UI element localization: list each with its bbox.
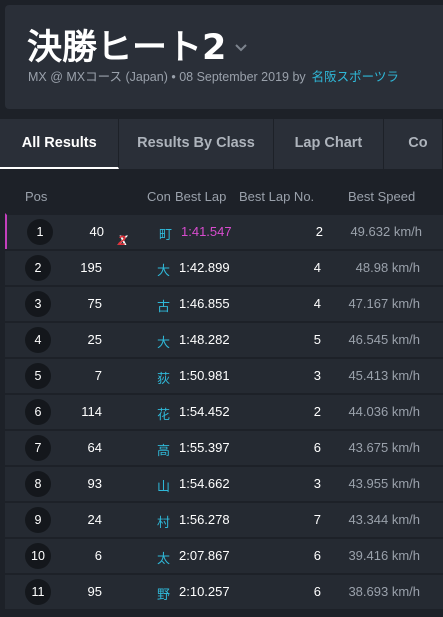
header-con[interactable]: Con <box>147 189 171 204</box>
results-tabs: All Results Results By Class Lap Chart C… <box>0 119 443 170</box>
event-info: MX @ MXコース (Japan) • 08 September 2019 b… <box>28 70 306 84</box>
rider-number: 95 <box>87 584 102 599</box>
best-lap-no: 3 <box>313 368 321 383</box>
x2-badge-letter: X <box>118 232 128 248</box>
best-lap: 2:07.867 <box>179 548 230 563</box>
title-row[interactable]: 決勝ヒート2 <box>27 19 248 70</box>
best-lap-no: 2 <box>313 404 321 419</box>
competitor-name[interactable]: 荻 <box>157 371 171 386</box>
table-row[interactable]: 5 7 荻 1:50.981 3 45.413 km/h <box>5 357 443 393</box>
best-speed: 47.167 km/h <box>348 296 420 311</box>
table-row[interactable]: 8 93 山 1:54.662 3 43.955 km/h <box>5 465 443 501</box>
best-lap: 1:54.662 <box>179 476 230 491</box>
competitor-name[interactable]: 花 <box>157 407 171 422</box>
tab-lap-chart[interactable]: Lap Chart <box>274 119 385 169</box>
competitor-name[interactable]: 高 <box>157 443 171 458</box>
event-subtitle: MX @ MXコース (Japan) • 08 September 2019 b… <box>28 66 399 85</box>
best-speed: 39.416 km/h <box>348 548 420 563</box>
tab-all-results[interactable]: All Results <box>0 119 120 169</box>
position-badge: 1 <box>27 219 53 245</box>
header-best-lap-no[interactable]: Best Lap No. <box>239 189 315 204</box>
rider-number: 93 <box>87 476 102 491</box>
best-lap-no: 4 <box>313 260 321 275</box>
table-row[interactable]: 6 114 花 1:54.452 2 44.036 km/h <box>5 393 443 429</box>
position-badge: 6 <box>25 399 51 425</box>
header-best-speed[interactable]: Best Speed <box>348 189 416 204</box>
best-lap: 1:42.899 <box>179 260 230 275</box>
rider-number: 195 <box>80 260 102 275</box>
best-speed: 44.036 km/h <box>348 404 420 419</box>
rider-number: 24 <box>87 512 102 527</box>
best-speed: 43.344 km/h <box>348 512 420 527</box>
chevron-down-icon[interactable] <box>234 41 248 55</box>
best-lap-no: 7 <box>313 512 321 527</box>
best-speed: 38.693 km/h <box>348 584 420 599</box>
best-speed: 43.675 km/h <box>348 440 420 455</box>
header-pos[interactable]: Pos <box>25 189 48 204</box>
best-lap: 1:41.547 <box>181 224 232 239</box>
competitor-name[interactable]: 大 <box>157 335 171 350</box>
header-best-lap[interactable]: Best Lap <box>175 189 227 204</box>
position-badge: 5 <box>25 363 51 389</box>
table-row[interactable]: 2 195 大 1:42.899 4 48.98 km/h <box>5 249 443 285</box>
page-title: 決勝ヒート2 <box>27 28 227 68</box>
position-badge: 3 <box>25 291 51 317</box>
position-badge: 10 <box>25 543 51 569</box>
best-speed: 49.632 km/h <box>350 224 422 239</box>
rider-number: 6 <box>94 548 102 563</box>
table-row[interactable]: 10 6 太 2:07.867 6 39.416 km/h <box>5 537 443 573</box>
best-lap: 1:50.981 <box>179 368 230 383</box>
table-row[interactable]: 3 75 古 1:46.855 4 47.167 km/h <box>5 285 443 321</box>
position-badge: 11 <box>25 579 51 605</box>
best-speed: 48.98 km/h <box>355 260 420 275</box>
best-lap-no: 6 <box>313 584 321 599</box>
rider-number: 40 <box>89 224 104 239</box>
rider-number: 25 <box>87 332 102 347</box>
position-badge: 2 <box>25 255 51 281</box>
table-row[interactable]: 9 24 村 1:56.278 7 43.344 km/h <box>5 501 443 537</box>
best-lap: 1:48.282 <box>179 332 230 347</box>
best-speed: 43.955 km/h <box>348 476 420 491</box>
best-lap: 1:56.278 <box>179 512 230 527</box>
best-lap: 2:10.257 <box>179 584 230 599</box>
best-lap-no: 5 <box>313 332 321 347</box>
best-lap-no: 3 <box>313 476 321 491</box>
rider-number: 64 <box>87 440 102 455</box>
table-row[interactable]: 4 25 大 1:48.282 5 46.545 km/h <box>5 321 443 357</box>
competitor-name[interactable]: 大 <box>157 263 171 278</box>
x2-badge-number: 2 <box>118 232 126 248</box>
best-lap: 1:55.397 <box>179 440 230 455</box>
organizer-link[interactable]: 名阪スポーツラ <box>311 70 399 84</box>
best-lap: 1:46.855 <box>179 296 230 311</box>
competitor-name[interactable]: 古 <box>157 299 171 314</box>
competitor-name[interactable]: 山 <box>157 479 171 494</box>
best-speed: 46.545 km/h <box>348 332 420 347</box>
best-lap-no: 6 <box>313 440 321 455</box>
best-speed: 45.413 km/h <box>348 368 420 383</box>
tab-results-by-class[interactable]: Results By Class <box>119 119 274 169</box>
table-row[interactable]: 7 64 高 1:55.397 6 43.675 km/h <box>5 429 443 465</box>
table-row[interactable]: 11 95 野 2:10.257 6 38.693 km/h <box>5 573 443 609</box>
competitor-name[interactable]: 村 <box>157 515 171 530</box>
position-badge: 7 <box>25 435 51 461</box>
position-badge: 9 <box>25 507 51 533</box>
rider-number: 7 <box>94 368 102 383</box>
tab-co[interactable]: Co <box>384 119 443 169</box>
rider-number: 75 <box>87 296 102 311</box>
results-table: Pos Con Best Lap Best Lap No. Best Speed… <box>5 180 443 609</box>
event-header: 決勝ヒート2 MX @ MXコース (Japan) • 08 September… <box>5 5 443 109</box>
competitor-name[interactable]: 町 <box>159 227 173 242</box>
position-badge: 4 <box>25 327 51 353</box>
rider-number: 114 <box>81 404 102 419</box>
best-lap: 1:54.452 <box>179 404 230 419</box>
position-badge: 8 <box>25 471 51 497</box>
competitor-name[interactable]: 太 <box>157 551 171 566</box>
best-lap-no: 2 <box>315 224 323 239</box>
table-header: Pos Con Best Lap Best Lap No. Best Speed <box>5 180 443 213</box>
best-lap-no: 4 <box>313 296 321 311</box>
competitor-name[interactable]: 野 <box>157 587 171 602</box>
best-lap-no: 6 <box>313 548 321 563</box>
